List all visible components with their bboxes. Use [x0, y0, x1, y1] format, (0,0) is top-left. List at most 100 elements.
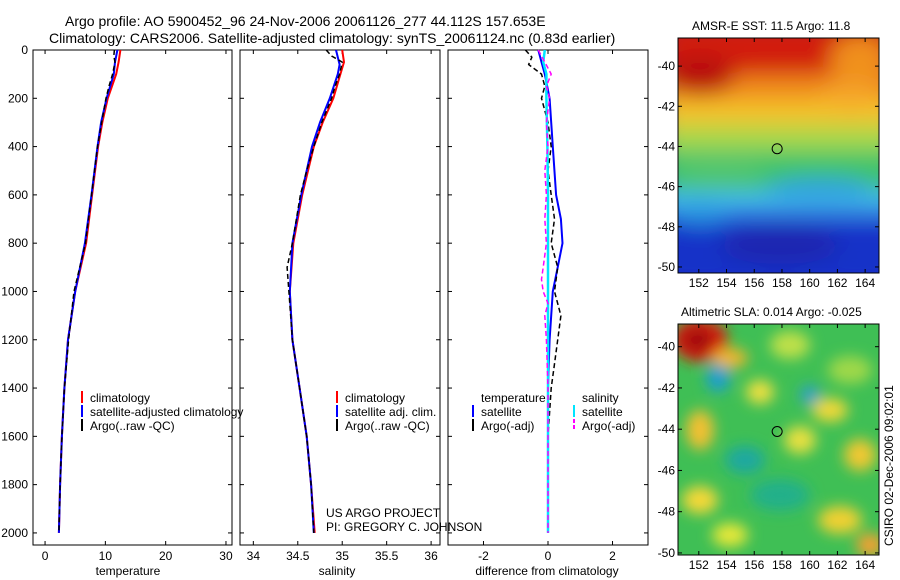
depth-tick-label: 1800: [1, 478, 28, 492]
salinity-legend: climatology satellite adj. clim. Argo(..…: [336, 391, 436, 433]
depth-tick-label: 0: [21, 43, 28, 57]
map-x-tick-label: 160: [800, 558, 820, 572]
legend-climatology: climatology: [90, 391, 150, 405]
series-line-temperature-satellite: [537, 49, 564, 533]
map-y-tick-label: -50: [658, 260, 676, 274]
argo-location-marker: [771, 143, 783, 155]
legend-climatology: climatology: [345, 391, 405, 405]
x-tick-label: 34.5: [286, 549, 310, 563]
x-tick-label: 0: [545, 549, 552, 563]
series-line-argo-raw-qc-: [286, 49, 343, 533]
creation-stamp: CSIRO 02-Dec-2006 09:02:01: [882, 385, 896, 546]
temperature-legend: climatology satellite-adjusted climatolo…: [81, 391, 243, 433]
temperature-xlabel: temperature: [96, 564, 161, 578]
map-y-tick-label: -50: [658, 546, 676, 560]
depth-tick-label: 1200: [1, 333, 28, 347]
sst-heatmap: [678, 38, 879, 273]
x-tick-label: 10: [99, 549, 113, 563]
map-x-tick-label: 160: [800, 276, 820, 290]
sla-map-axes: 152 154 156 158 160 162 164 -40 -42 -44 -46 -48 -50: [658, 324, 879, 572]
series-line-satellite-adj-clim-: [288, 49, 341, 533]
legend-group-salinity: salinity: [582, 391, 619, 405]
header-line-1: Argo profile: AO 5900452_96 24-Nov-2006 …: [65, 13, 546, 29]
map-y-tick-label: -44: [658, 422, 676, 436]
depth-axis: 0 200 400 600 800 1000 1200 1400 1600 1800 2000: [1, 43, 648, 540]
series-line-satellite-adjusted-climatology: [57, 49, 119, 533]
map-y-tick-label: -42: [658, 99, 676, 113]
map-x-tick-label: 152: [689, 276, 709, 290]
map-x-tick-label: 152: [689, 558, 709, 572]
map-x-tick-label: 158: [772, 558, 792, 572]
salinity-xlabel: salinity: [319, 564, 356, 578]
depth-tick-label: 800: [8, 236, 28, 250]
sla-heatmap: [678, 324, 879, 555]
sst-map-title: AMSR-E SST: 11.5 Argo: 11.8: [692, 19, 851, 33]
map-x-tick-label: 162: [827, 558, 847, 572]
temperature-x-axis: 0 10 20 30: [42, 50, 233, 563]
map-y-tick-label: -48: [658, 220, 676, 234]
sst-map-axes: 152 154 156 158 160 162 164 -40 -42 -44 -46 -48 -50: [658, 38, 879, 290]
salinity-lines: [286, 49, 345, 533]
map-y-tick-label: -40: [658, 59, 676, 73]
depth-tick-label: 400: [8, 140, 28, 154]
legend-group-temperature: temperature: [481, 391, 546, 405]
series-line-climatology: [288, 49, 345, 533]
project-annotation: US ARGO PROJECT: [326, 506, 441, 520]
sla-map-frame: [677, 323, 880, 556]
series-line-argo-raw-qc-: [58, 49, 116, 533]
map-x-tick-label: 164: [855, 558, 875, 572]
difference-lines: [524, 49, 564, 533]
x-tick-label: -2: [478, 549, 489, 563]
depth-tick-label: 2000: [1, 526, 28, 540]
map-y-tick-label: -44: [658, 139, 676, 153]
sla-map-title: Altimetric SLA: 0.014 Argo: -0.025: [681, 305, 862, 319]
legend-argo: Argo(..raw -QC): [90, 419, 175, 433]
map-y-tick-label: -46: [658, 180, 676, 194]
legend-satellite-adjusted: satellite-adjusted climatology: [90, 405, 243, 419]
x-tick-label: 35: [336, 549, 350, 563]
series-line-temperature-argo-adj-: [524, 49, 562, 533]
difference-x-axis: -2 0 2: [478, 50, 616, 563]
difference-xlabel: difference from climatology: [475, 564, 618, 578]
map-x-tick-label: 156: [744, 558, 764, 572]
x-tick-label: 20: [159, 549, 173, 563]
salinity-panel-frame: [239, 49, 441, 546]
x-tick-label: 34: [247, 549, 261, 563]
series-line-climatology: [57, 49, 122, 533]
legend-temperature-satellite: satellite: [481, 405, 522, 419]
map-y-tick-label: -46: [658, 463, 676, 477]
argo-location-marker: [771, 425, 783, 437]
map-x-tick-label: 154: [717, 558, 737, 572]
depth-tick-label: 1000: [1, 284, 28, 298]
header-line-2: Climatology: CARS2006. Satellite-adjuste…: [49, 30, 615, 46]
temperature-lines: [57, 49, 122, 533]
map-x-tick-label: 158: [772, 276, 792, 290]
map-x-tick-label: 164: [855, 276, 875, 290]
sst-map-frame: [677, 37, 880, 274]
map-y-tick-label: -48: [658, 505, 676, 519]
depth-tick-label: 1600: [1, 429, 28, 443]
depth-tick-label: 200: [8, 91, 28, 105]
difference-legend: temperature satellite Argo(-adj) salinit…: [472, 391, 635, 433]
x-tick-label: 36: [424, 549, 438, 563]
map-x-tick-label: 154: [717, 276, 737, 290]
depth-tick-label: 600: [8, 188, 28, 202]
map-y-tick-label: -42: [658, 381, 676, 395]
salinity-x-axis: 34 34.5 35 35.5 36: [247, 50, 438, 563]
map-y-tick-label: -40: [658, 340, 676, 354]
legend-argo: Argo(..raw -QC): [345, 419, 430, 433]
x-tick-label: 0: [42, 549, 49, 563]
pi-annotation: PI: GREGORY C. JOHNSON: [326, 520, 482, 534]
legend-satellite-adj: satellite adj. clim.: [345, 405, 436, 419]
depth-tick-label: 1400: [1, 381, 28, 395]
legend-salinity-argo: Argo(-adj): [582, 419, 635, 433]
x-tick-label: 35.5: [375, 549, 399, 563]
legend-salinity-satellite: satellite: [582, 405, 623, 419]
map-x-tick-label: 156: [744, 276, 764, 290]
map-x-tick-label: 162: [827, 276, 847, 290]
series-line-salinity-argo-adj-: [537, 49, 552, 533]
x-tick-label: 2: [609, 549, 616, 563]
x-tick-label: 30: [219, 549, 233, 563]
legend-temperature-argo: Argo(-adj): [481, 419, 534, 433]
